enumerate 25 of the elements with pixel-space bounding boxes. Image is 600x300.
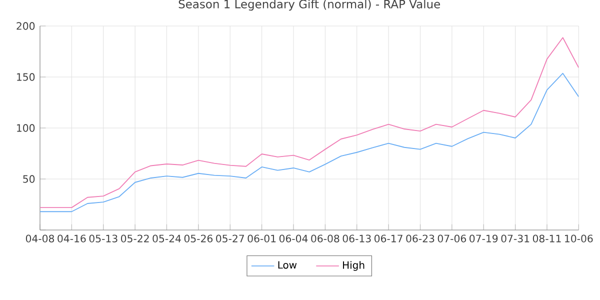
x-tick-label: 06-23 bbox=[406, 234, 434, 242]
x-tick-label: 06-17 bbox=[374, 234, 402, 242]
x-tick-label: 05-24 bbox=[152, 234, 181, 242]
x-tick-label: 07-31 bbox=[501, 234, 530, 242]
y-tick-label: 100 bbox=[17, 124, 35, 132]
x-tick-label: 07-06 bbox=[438, 234, 466, 242]
y-tick-label: 200 bbox=[16, 22, 35, 30]
legend-label: High bbox=[343, 261, 364, 271]
x-tick-label: 05-26 bbox=[184, 234, 213, 242]
x-tick-label: 05-27 bbox=[216, 234, 244, 242]
x-tick-label: 04-16 bbox=[58, 234, 86, 242]
x-tick-label: 06-04 bbox=[279, 234, 308, 242]
x-tick-label: 06-13 bbox=[342, 234, 371, 242]
chart-title: Season 1 Legendary Gift (normal) - RAP Value bbox=[178, 0, 440, 11]
x-tick-label: 08-11 bbox=[532, 234, 561, 242]
x-tick-label: 04-08 bbox=[26, 234, 54, 242]
legend-label: Low bbox=[278, 261, 297, 269]
x-tick-label: 10-06 bbox=[565, 234, 593, 242]
x-tick-label: 05-13 bbox=[89, 234, 118, 242]
x-tick-label: 06-08 bbox=[311, 234, 340, 242]
y-tick-label: 150 bbox=[17, 73, 35, 81]
x-tick-label: 07-19 bbox=[470, 234, 498, 242]
x-tick-label: 06-01 bbox=[248, 234, 276, 242]
x-tick-label: 05-22 bbox=[121, 234, 149, 242]
y-tick-label: 50 bbox=[23, 175, 35, 183]
